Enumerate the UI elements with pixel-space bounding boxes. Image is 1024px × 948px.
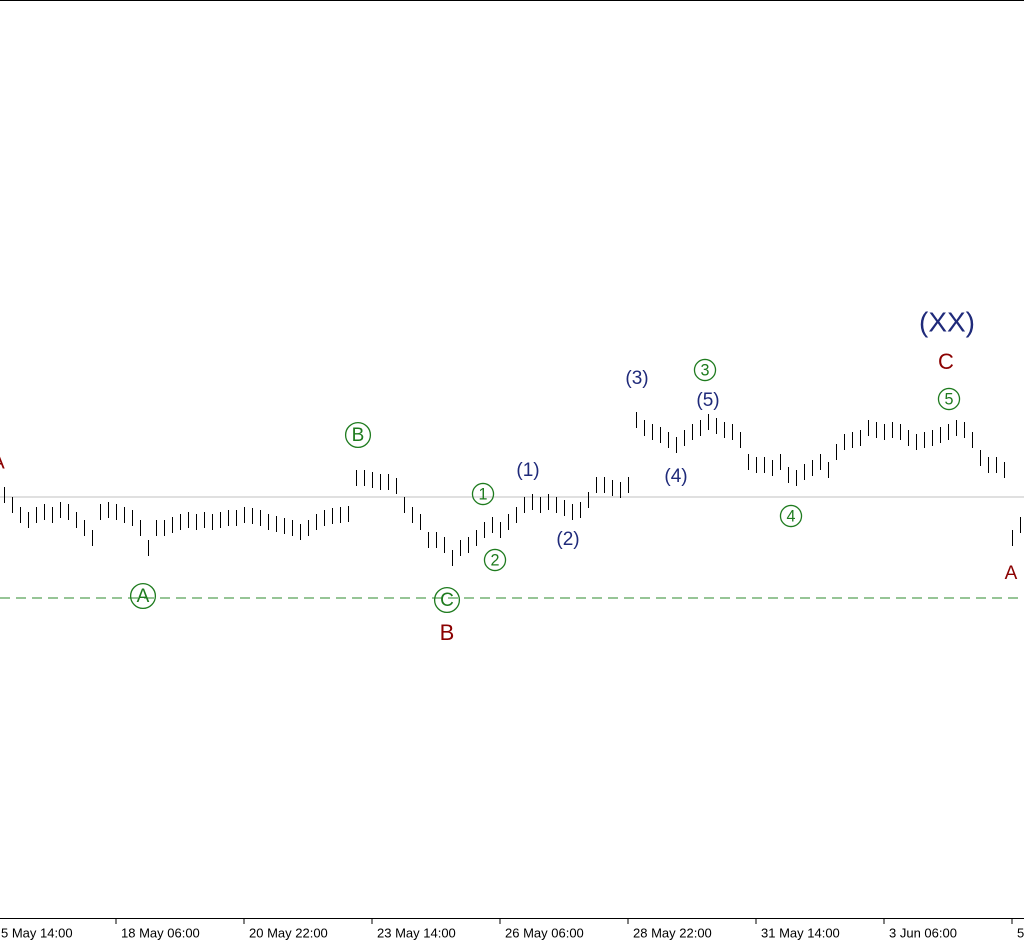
wave-label: A [0, 451, 5, 473]
x-tick-label: 26 May 06:00 [505, 925, 584, 940]
wave-label: A [1005, 563, 1018, 584]
x-tick-label: 28 May 22:00 [633, 925, 712, 940]
x-tick-label: 5 May 14:00 [1, 925, 73, 940]
wave-label: 4 [787, 507, 796, 525]
wave-label: A [137, 586, 150, 607]
wave-circle [693, 358, 717, 382]
wave-label: (5) [696, 390, 719, 411]
wave-circle [129, 582, 157, 610]
wave-label: C [938, 349, 954, 374]
wave-label: B [440, 620, 455, 645]
wave-label: 2 [491, 551, 500, 569]
wave-label: (3) [625, 368, 648, 389]
wave-circle [779, 504, 803, 528]
wave-label: B [352, 425, 365, 446]
wave-circle [483, 548, 507, 572]
wave-label: (4) [664, 466, 687, 487]
wave-label: C [440, 590, 454, 611]
wave-circle [471, 482, 495, 506]
wave-circle [937, 387, 961, 411]
x-tick-label: 3 Jun 06:00 [889, 925, 957, 940]
x-tick-label: 5 [1017, 925, 1024, 940]
wave-label: (1) [516, 460, 539, 481]
wave-label: 5 [945, 390, 954, 408]
wave-circle [433, 586, 461, 614]
wave-label: (2) [556, 529, 579, 550]
wave-label: (XX) [919, 306, 975, 337]
wave-label: 1 [479, 485, 488, 503]
x-tick-label: 31 May 14:00 [761, 925, 840, 940]
wave-label: 3 [701, 361, 710, 379]
x-tick-label: 18 May 06:00 [121, 925, 200, 940]
x-tick-label: 20 May 22:00 [249, 925, 328, 940]
wave-circle [344, 421, 372, 449]
x-tick-label: 23 May 14:00 [377, 925, 456, 940]
